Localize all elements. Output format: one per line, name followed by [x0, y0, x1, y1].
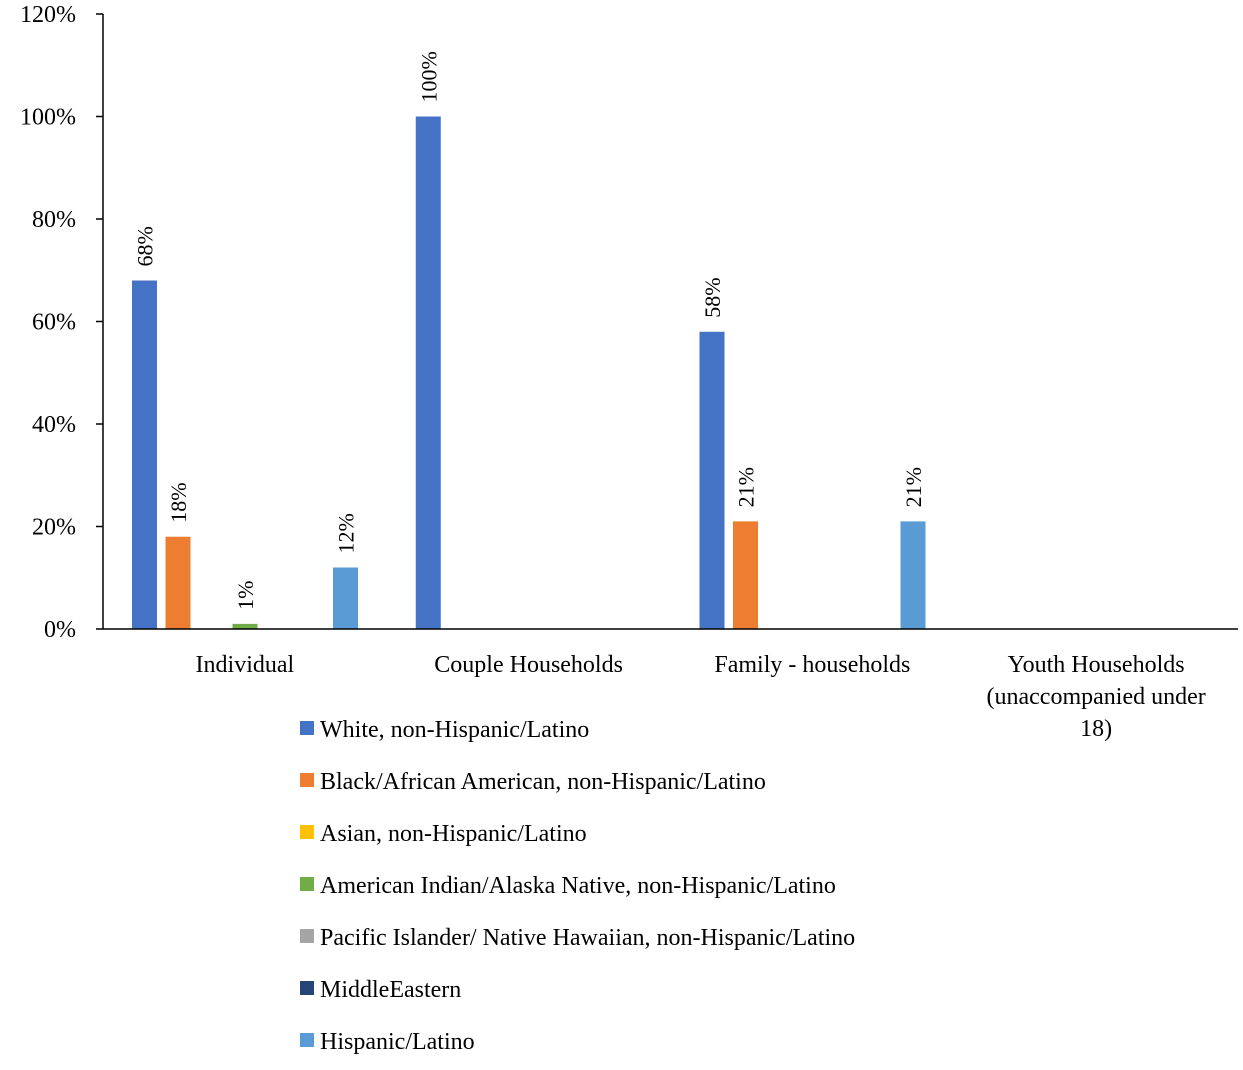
legend-swatch	[300, 877, 314, 891]
y-tick-label: 20%	[32, 515, 76, 541]
legend-label: American Indian/Alaska Native, non-Hispa…	[320, 873, 836, 899]
category-label: 18)	[1080, 716, 1112, 742]
data-label: 21%	[734, 467, 759, 507]
bar	[699, 331, 725, 629]
category-label: Youth Households	[1008, 652, 1185, 678]
data-label: 100%	[416, 51, 441, 102]
data-label: 68%	[133, 226, 158, 266]
bar	[232, 623, 258, 629]
bar	[415, 116, 441, 629]
y-tick-label: 120%	[20, 2, 76, 28]
y-tick-label: 80%	[32, 207, 76, 233]
data-label: 21%	[901, 467, 926, 507]
legend-swatch	[300, 773, 314, 787]
legend-swatch	[300, 825, 314, 839]
y-tick-label: 40%	[32, 412, 76, 438]
data-label: 1%	[233, 581, 258, 610]
legend-label: Hispanic/Latino	[320, 1029, 475, 1055]
legend-swatch	[300, 981, 314, 995]
bar	[165, 536, 191, 629]
category-label: (unaccompanied under	[987, 684, 1206, 710]
data-label: 12%	[334, 513, 359, 553]
legend-swatch	[300, 929, 314, 943]
bar	[333, 567, 358, 629]
bars	[132, 116, 926, 629]
data-labels: 68% 100% 58% 18% 21% 1% 12% 21%	[133, 51, 927, 610]
y-axis: 0% 20% 40% 60% 80% 100% 120%	[20, 2, 104, 643]
bar	[733, 521, 758, 629]
legend-label: White, non-Hispanic/Latino	[320, 717, 589, 743]
category-label: Individual	[196, 652, 295, 678]
legend-swatch	[300, 1033, 314, 1047]
legend-label: MiddleEastern	[320, 977, 461, 1003]
y-tick-label: 0%	[44, 617, 76, 643]
legend: White, non-Hispanic/Latino Black/African …	[300, 717, 855, 1055]
legend-label: Pacific Islander/ Native Hawaiian, non-H…	[320, 925, 855, 951]
bar	[132, 280, 157, 629]
category-label: Couple Households	[434, 652, 623, 678]
legend-swatch	[300, 721, 314, 735]
legend-label: Black/African American, non-Hispanic/Lat…	[320, 769, 766, 795]
data-label: 58%	[700, 277, 725, 317]
y-tick-label: 100%	[20, 105, 76, 131]
data-label: 18%	[166, 482, 191, 522]
category-label: Family - households	[714, 652, 910, 678]
legend-label: Asian, non-Hispanic/Latino	[320, 821, 587, 847]
bar	[900, 521, 926, 629]
y-tick-label: 60%	[32, 310, 76, 336]
x-axis: Individual Couple Households Family - hous…	[103, 628, 1238, 742]
